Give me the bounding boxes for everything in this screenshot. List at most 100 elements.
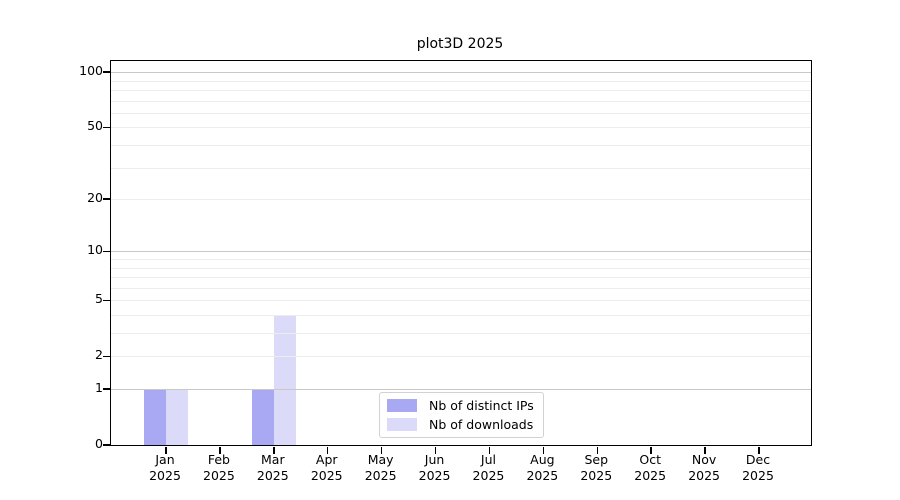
month-label: Dec [745,452,771,467]
month-label: Sep [584,452,609,467]
x-axis-tick-label: Apr 2025 [295,452,359,484]
month-label: Feb [207,452,230,467]
gridline-minor [111,356,811,358]
y-tick-mark [103,388,110,390]
year-label: 2025 [580,468,613,483]
x-axis-tick-label: May 2025 [349,452,413,484]
x-axis-tick-label: Dec 2025 [726,452,790,484]
gridline-minor [111,300,811,302]
gridline-minor [111,258,811,260]
y-axis: 0 1 2 5 10 20 50 100 [0,60,103,451]
legend-swatch-downloads [387,418,417,431]
gridline-major [111,251,811,253]
gridline-minor [111,145,811,146]
x-tick-mark [219,446,221,454]
axis-ticks-layer [103,61,811,454]
y-tick-mark [103,71,110,73]
gridline-minor [111,333,811,334]
gridline-minor [111,90,811,91]
month-label: Jan [155,452,175,467]
legend-swatch-distinct-ips [387,399,417,412]
gridline-major [111,72,811,74]
x-tick-mark [327,446,329,454]
y-axis-tick-label: 20 [87,190,103,206]
y-axis-tick-label: 50 [87,118,103,134]
year-label: 2025 [418,468,451,483]
month-label: Nov [691,452,717,467]
year-label: 2025 [256,468,289,483]
month-label: Jul [480,452,496,467]
x-tick-mark [704,446,706,454]
x-axis-tick-label: Jul 2025 [456,452,520,484]
legend: Nb of distinct IPs Nb of downloads [379,392,544,438]
x-axis-tick-label: Oct 2025 [618,452,682,484]
gridline-minor [111,314,811,316]
y-tick-mark [103,126,110,129]
y-axis-tick-label: 1 [95,380,103,395]
y-tick-mark [103,250,110,252]
x-axis-tick-label: Jun 2025 [403,452,467,484]
bar-downloads [166,389,188,445]
bar-downloads [273,314,296,445]
month-label: Jun [424,452,445,467]
plot-area: Nb of distinct IPs Nb of downloads [103,60,812,454]
x-axis-tick-label: Sep 2025 [564,452,628,484]
x-tick-mark [596,446,598,454]
y-tick-mark [103,198,110,200]
x-tick-mark [434,446,437,454]
year-label: 2025 [203,468,235,483]
year-label: 2025 [634,468,667,483]
y-tick-mark [103,444,110,446]
x-tick-mark [380,446,383,454]
month-label: Aug [530,452,555,467]
chart-title: plot3D 2025 [416,36,504,52]
month-label: Oct [639,452,661,467]
year-label: 2025 [472,468,505,483]
y-axis-tick-label: 5 [95,291,103,307]
x-axis: Jan 2025 Feb 2025 Mar 2025 Apr 2025 May 2025 Jun 20… [110,444,810,494]
grid-layer [111,61,811,445]
gridline-minor [111,112,811,114]
gridline-minor [111,167,811,169]
bars-layer [111,61,811,445]
y-axis-tick-label: 100 [79,63,103,79]
legend-label-distinct-ips: Nb of distinct IPs [429,398,534,413]
year-label: 2025 [526,468,559,483]
x-tick-mark [488,446,491,454]
gridline-minor [111,80,811,82]
x-axis-tick-label: Mar 2025 [241,452,305,484]
month-label: Mar [261,452,285,467]
bar-distinct-ips [144,389,166,445]
gridline-minor [111,287,811,289]
y-axis-tick-label: 2 [95,347,103,363]
x-axis-tick-label: Aug 2025 [510,452,574,484]
year-label: 2025 [364,468,397,483]
x-axis-tick-label: Jan 2025 [133,452,197,484]
y-tick-mark [103,299,110,301]
x-tick-mark [650,446,652,454]
year-label: 2025 [310,468,343,483]
gridline-minor [111,267,811,269]
gridline-minor [111,199,811,201]
legend-item-distinct-ips: Nb of distinct IPs [387,398,534,413]
month-label: May [367,452,394,467]
x-tick-mark [165,446,167,454]
x-axis-tick-label: Nov 2025 [672,452,736,484]
x-axis-tick-label: Feb 2025 [187,452,251,484]
gridline-major [111,389,811,390]
gridline-minor [111,127,811,129]
y-axis-tick-label: 10 [87,242,103,258]
y-axis-tick-label: 0 [95,436,103,451]
legend-label-downloads: Nb of downloads [429,417,534,432]
month-label: Apr [315,452,338,467]
x-tick-mark [273,446,275,454]
year-label: 2025 [742,468,774,483]
gridline-minor [111,100,811,102]
year-label: 2025 [149,468,181,483]
year-label: 2025 [688,468,720,483]
y-tick-mark [103,355,110,357]
x-tick-mark [542,446,545,454]
bar-distinct-ips [251,389,274,445]
x-tick-mark [758,446,760,454]
